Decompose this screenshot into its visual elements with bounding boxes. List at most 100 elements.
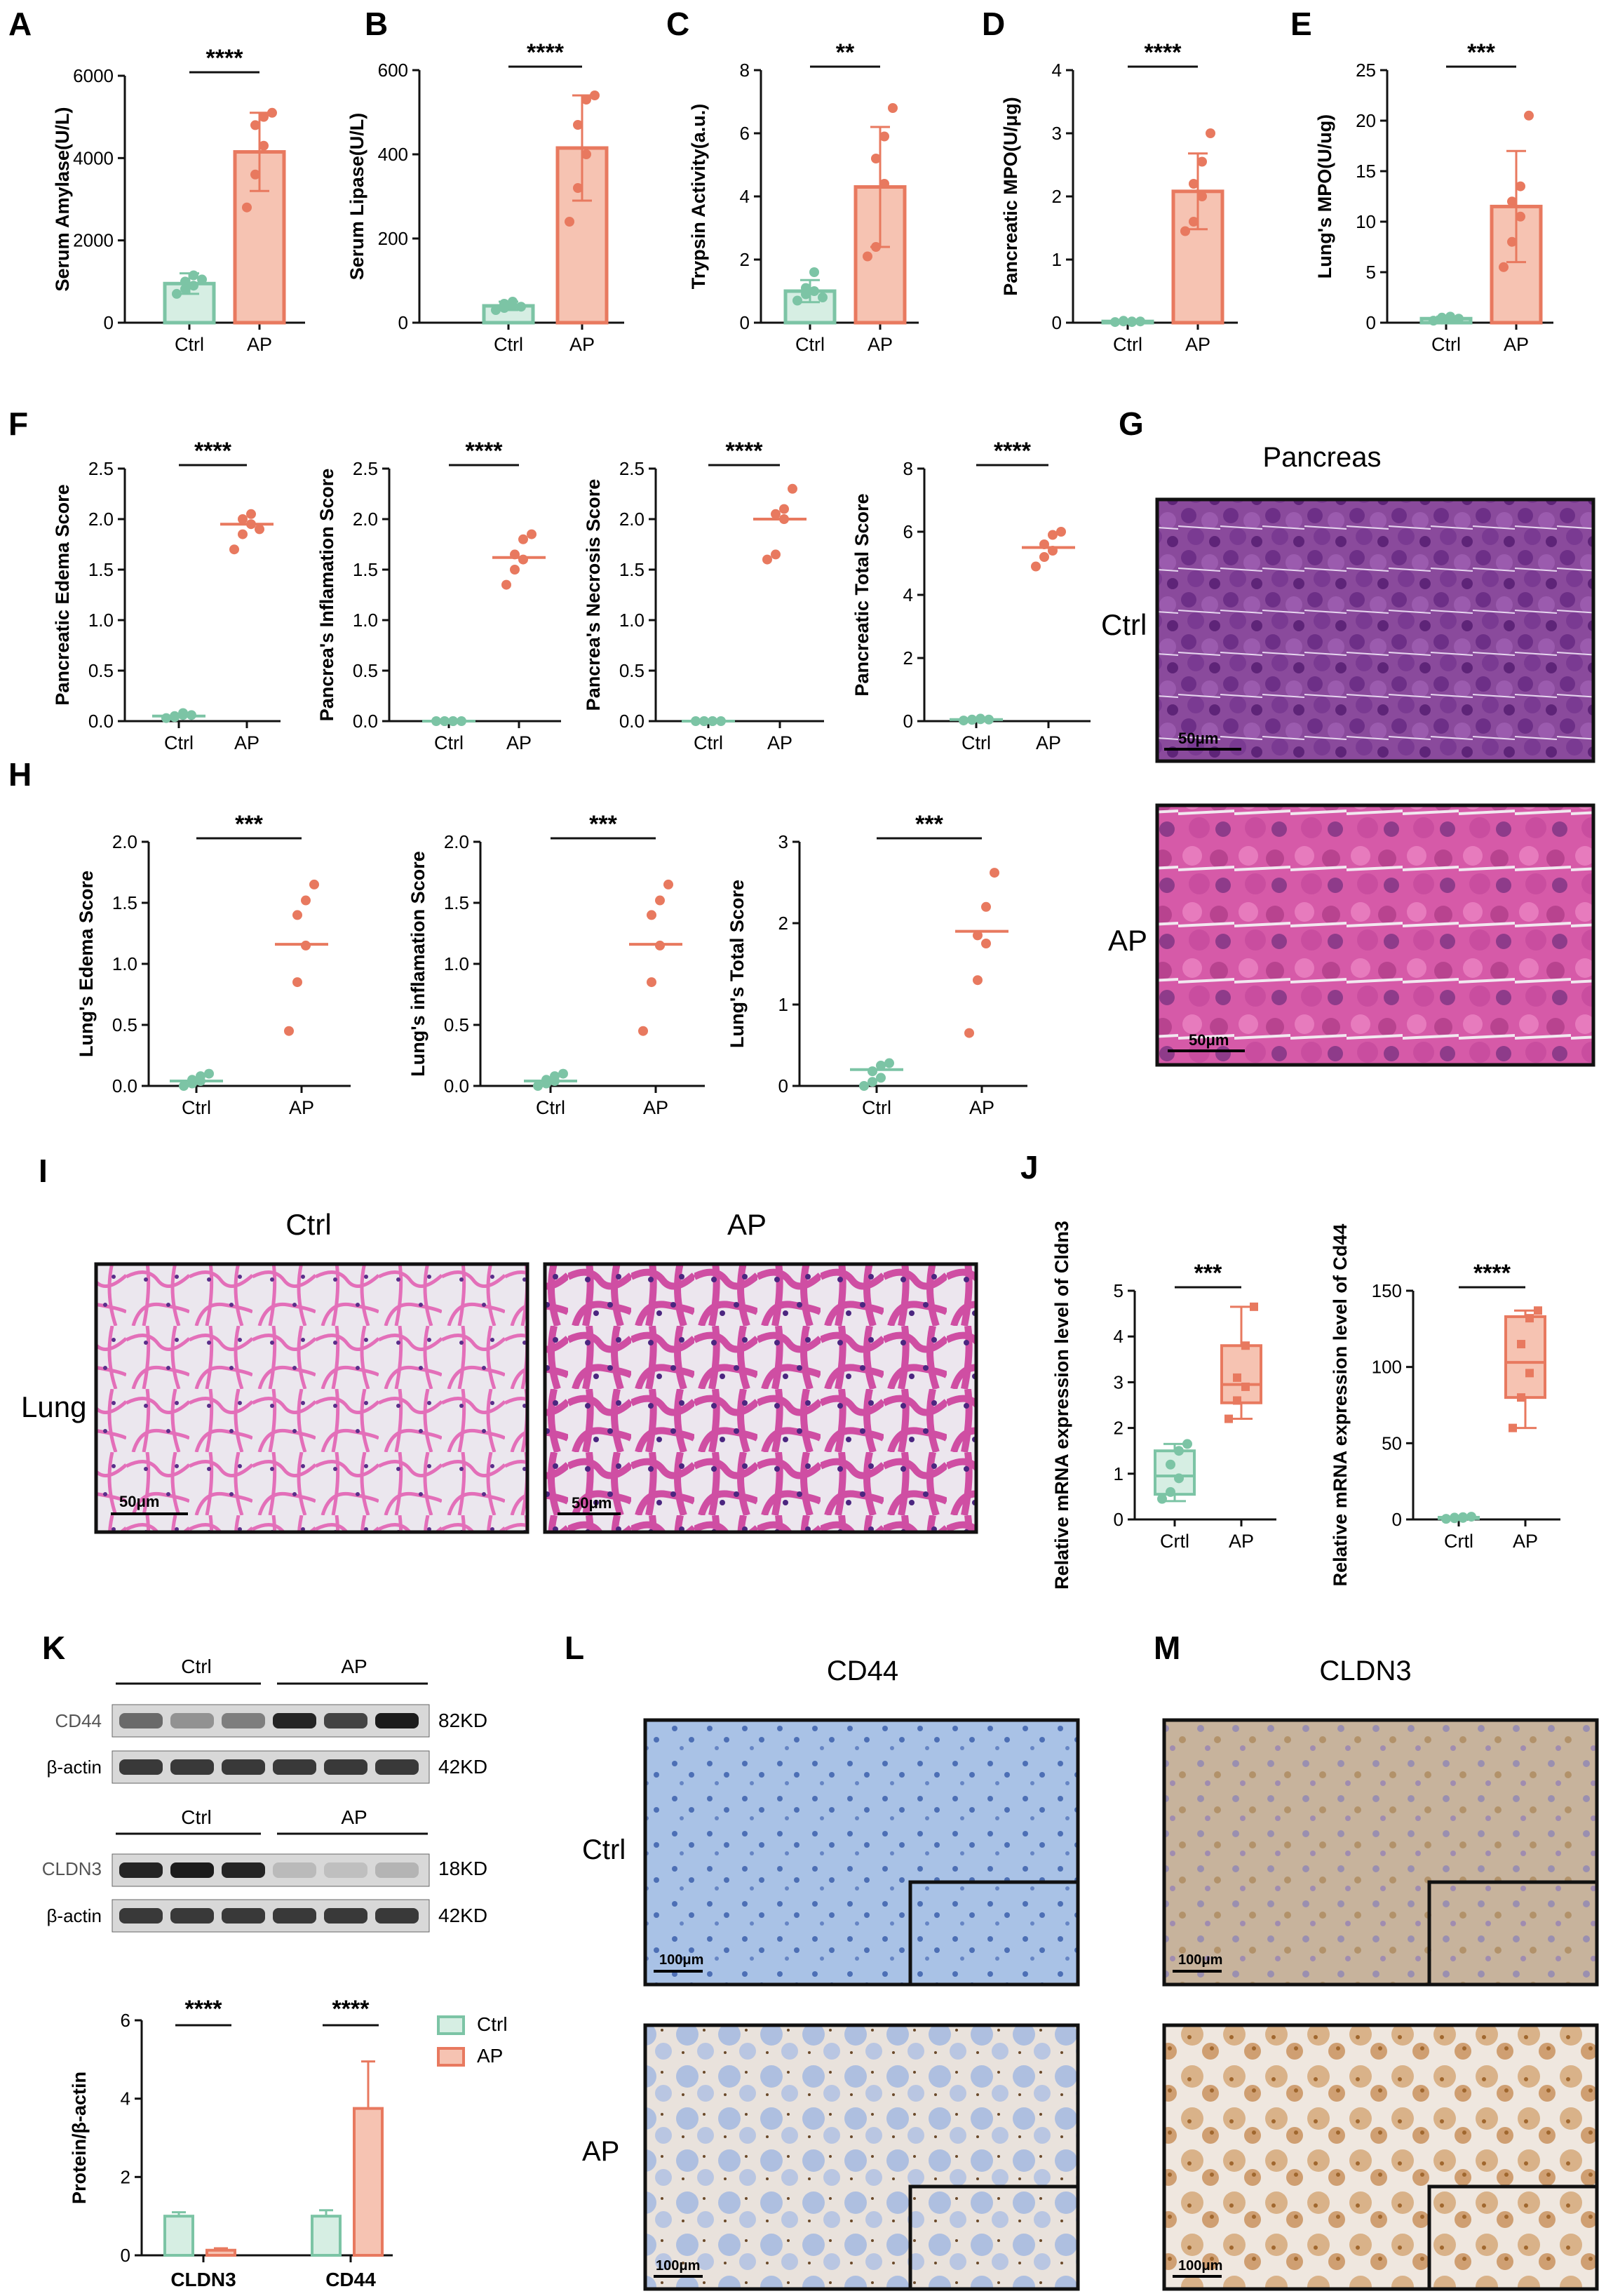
x-tick-label: CD44 (325, 2269, 376, 2290)
blot1-row2-label: β-actin (46, 1757, 102, 1778)
chart-j1: 0 1 2 3 4 5 Relative mRNA expression level of … (1051, 1221, 1276, 1590)
data-point (448, 716, 458, 726)
data-point (771, 549, 781, 560)
data-point (1197, 156, 1207, 167)
panel-letter-e: E (1290, 6, 1312, 42)
data-point (1534, 1306, 1542, 1315)
x-tick-label: Crtl (1444, 1531, 1473, 1552)
data-point (792, 295, 802, 306)
panel-letter-m: M (1154, 1630, 1180, 1666)
significance-label: **** (726, 438, 764, 464)
significance-label: *** (1194, 1260, 1222, 1287)
y-axis-label: Lung's Total Score (727, 880, 748, 1048)
data-point (518, 534, 528, 544)
blot-band (324, 1759, 367, 1775)
blot-band (273, 1713, 316, 1728)
data-point (259, 140, 269, 151)
data-point (981, 939, 991, 948)
data-point (1524, 110, 1534, 121)
x-tick-label: Ctrl (862, 1097, 891, 1118)
y-tick-label: 2.0 (112, 831, 137, 852)
data-point (1517, 1393, 1525, 1402)
scale-label: 100μm (656, 2258, 700, 2274)
data-point (868, 1077, 877, 1087)
data-point (655, 940, 665, 951)
data-point (871, 242, 881, 252)
bar (205, 2248, 236, 2257)
data-point (1233, 1396, 1241, 1405)
data-point (1466, 1512, 1476, 1522)
y-tick-label: 4000 (73, 147, 114, 168)
y-tick-label: 2.0 (88, 509, 114, 530)
blot-band (324, 1862, 367, 1878)
y-axis-label: Protein/β-actin (69, 2072, 90, 2204)
y-tick-label: 1 (1052, 249, 1062, 270)
blot1-size1: 82KD (438, 1710, 487, 1731)
data-point (1454, 314, 1464, 324)
panel-letter-g: G (1119, 405, 1144, 442)
y-tick-label: 1.5 (353, 559, 378, 580)
y-tick-label: 15 (1356, 161, 1376, 182)
y-tick-label: 2.0 (619, 509, 645, 530)
data-point (457, 716, 466, 726)
data-point (879, 179, 889, 189)
data-point (1250, 1302, 1258, 1311)
pancreas-ctrl-image (1155, 497, 1595, 763)
x-tick-label: Ctrl (164, 732, 194, 753)
data-point (510, 565, 520, 575)
y-tick-label: 2.0 (353, 509, 378, 530)
y-tick-label: 6 (740, 123, 750, 144)
panel-m-ihc: CLDN3 100μm 100μm (1162, 1656, 1599, 2291)
blot-band (273, 1908, 316, 1924)
significance-label: **** (206, 45, 244, 72)
y-tick-label: 1.5 (88, 559, 114, 580)
data-point (801, 283, 811, 293)
data-point (1509, 1423, 1517, 1432)
y-tick-label: 3 (1052, 123, 1062, 144)
blot1-size2: 42KD (438, 1756, 487, 1778)
data-point (984, 714, 994, 725)
y-tick-label: 0.0 (619, 711, 645, 732)
data-point (292, 977, 302, 988)
panel-letter-k: K (42, 1630, 65, 1666)
y-tick-label: 5 (1366, 262, 1376, 283)
scale-bar (654, 1970, 703, 1973)
data-point (1445, 311, 1455, 322)
data-point (187, 710, 196, 720)
blot2-row2-label: β-actin (46, 1905, 102, 1926)
data-point (242, 202, 252, 213)
y-tick-label: 4 (1052, 60, 1062, 81)
data-point (1507, 236, 1517, 247)
y-tick-label: 0 (104, 312, 114, 333)
scale-bar (654, 2275, 703, 2278)
data-point (499, 299, 509, 309)
data-point (1166, 1459, 1175, 1470)
y-tick-label: 600 (378, 60, 408, 81)
data-point (973, 975, 983, 986)
panel-letter-a: A (8, 6, 32, 42)
data-point (1048, 546, 1058, 556)
y-axis-label: Lung's Edema Score (76, 871, 97, 1057)
y-tick-label: 4 (740, 186, 750, 207)
data-point (501, 579, 511, 590)
legend-label: AP (477, 2045, 503, 2067)
x-tick-label: AP (1036, 732, 1061, 753)
l-row-label-ap: AP (582, 2136, 619, 2167)
panel-l-ihc: CD44 Ctrl AP 100μm 100μm (582, 1656, 1080, 2291)
data-point (301, 940, 311, 951)
y-tick-label: 3 (1114, 1371, 1123, 1392)
data-point (518, 554, 528, 565)
y-tick-label: 400 (378, 144, 408, 165)
chart-f1: 0.0 0.5 1.0 1.5 2.0 2.5 Pancreatic Edema Score… (52, 438, 281, 753)
blot-band (375, 1713, 419, 1728)
blot1-group-ctrl: Ctrl (181, 1656, 212, 1677)
data-point (1166, 1486, 1175, 1497)
y-axis-label: Relative mRNA expression level of Cd44 (1330, 1224, 1351, 1587)
data-point (871, 154, 881, 163)
x-tick-label: AP (969, 1097, 994, 1118)
bar (233, 150, 286, 325)
scale-bar (1173, 1970, 1222, 1973)
data-point (1135, 316, 1145, 327)
i-row-label-lung: Lung (21, 1390, 86, 1423)
